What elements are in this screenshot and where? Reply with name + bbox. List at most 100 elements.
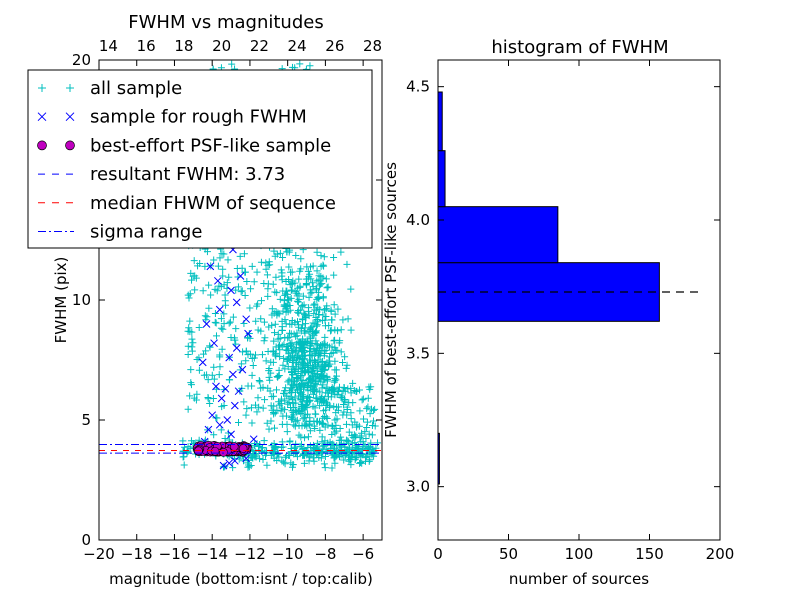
all-sample-point	[297, 410, 305, 418]
all-sample-point	[313, 439, 321, 447]
all-sample-point	[280, 301, 288, 309]
all-sample-point	[340, 408, 348, 416]
all-sample-point	[364, 403, 372, 411]
all-sample-point	[296, 282, 304, 290]
all-sample-point	[315, 276, 323, 284]
all-sample-point	[347, 389, 355, 397]
all-sample-point	[263, 271, 271, 279]
legend-label: all sample	[90, 78, 182, 99]
all-sample-point	[274, 450, 282, 458]
all-sample-point	[273, 386, 281, 394]
legend-plus-marker	[38, 84, 46, 92]
all-sample-point	[322, 413, 330, 421]
all-sample-point	[205, 281, 213, 289]
all-sample-point	[218, 345, 226, 353]
all-sample-point	[282, 320, 290, 328]
all-sample-point	[329, 422, 337, 430]
all-sample-point	[276, 353, 284, 361]
all-sample-point	[287, 459, 295, 467]
all-sample-point	[275, 401, 283, 409]
all-sample-point	[290, 421, 298, 429]
legend-circle-marker	[37, 140, 47, 151]
all-sample-point	[327, 307, 335, 315]
all-sample-point	[335, 387, 343, 395]
all-sample-point	[318, 393, 326, 401]
all-sample-point	[315, 351, 323, 359]
all-sample-point	[293, 297, 301, 305]
all-sample-point	[254, 300, 262, 308]
all-sample-point	[217, 426, 225, 434]
scatter-y-label: FWHM (pix)	[52, 257, 70, 344]
all-sample-point	[301, 434, 309, 442]
all-sample-point	[257, 315, 265, 323]
all-sample-point	[355, 386, 363, 394]
all-sample-point	[371, 405, 379, 413]
all-sample-point	[312, 337, 320, 345]
all-sample-point	[320, 376, 328, 384]
rough-sample-point	[225, 459, 234, 468]
all-sample-point	[297, 255, 305, 263]
legend-label: median FHWM of sequence	[90, 193, 336, 214]
all-sample-point	[237, 360, 245, 368]
all-sample-point	[270, 337, 278, 345]
all-sample-point	[309, 283, 317, 291]
all-sample-point	[305, 356, 313, 364]
all-sample-point	[364, 394, 372, 402]
rough-sample-point	[242, 315, 251, 324]
all-sample-point	[292, 340, 300, 348]
all-sample-point	[268, 321, 276, 329]
all-sample-point	[337, 248, 345, 256]
all-sample-point	[188, 347, 196, 355]
scatter-panel: −20−18−16−14−12−10−8−6 05101520 14161820…	[27, 12, 383, 588]
all-sample-point	[229, 313, 237, 321]
histogram-y-label: FWHM of best-effort PSF-like sources	[382, 162, 400, 438]
all-sample-point	[224, 429, 232, 437]
all-sample-point	[277, 400, 285, 408]
all-sample-point	[330, 378, 338, 386]
psf-sample-point	[238, 444, 248, 453]
all-sample-point	[332, 409, 340, 417]
all-sample-point	[368, 422, 376, 430]
all-sample-point	[288, 380, 296, 388]
psf-sample-point	[219, 448, 228, 457]
all-sample-point	[321, 453, 329, 461]
all-sample-point	[268, 305, 276, 313]
all-sample-point	[266, 261, 274, 269]
rough-sample-point	[217, 394, 226, 403]
all-sample-point	[306, 414, 314, 422]
x-tick-label: 100	[565, 545, 594, 563]
all-sample-point	[237, 288, 245, 296]
all-sample-point	[258, 351, 266, 359]
all-sample-point	[326, 404, 334, 412]
all-sample-point	[309, 262, 317, 270]
all-sample-point	[317, 371, 325, 379]
all-sample-point	[221, 297, 229, 305]
all-sample-point	[330, 454, 338, 462]
all-sample-point	[184, 405, 192, 413]
all-sample-point	[359, 395, 367, 403]
histogram-bar	[437, 206, 559, 264]
all-sample-point	[278, 342, 286, 350]
all-sample-point	[203, 248, 211, 256]
all-sample-point	[216, 363, 224, 371]
all-sample-point	[271, 288, 279, 296]
all-sample-point	[322, 346, 330, 354]
all-sample-point	[297, 325, 305, 333]
all-sample-point	[231, 336, 239, 344]
all-sample-point	[336, 425, 344, 433]
all-sample-point	[235, 419, 243, 427]
all-sample-point	[363, 453, 371, 461]
all-sample-point	[203, 313, 211, 321]
all-sample-point	[285, 263, 293, 271]
all-sample-point	[343, 403, 351, 411]
all-sample-point	[307, 275, 315, 283]
all-sample-point	[277, 443, 285, 451]
all-sample-point	[323, 385, 331, 393]
all-sample-point	[247, 285, 255, 293]
all-sample-point	[276, 295, 284, 303]
all-sample-point	[187, 381, 195, 389]
all-sample-point	[247, 404, 255, 412]
all-sample-point	[187, 437, 195, 445]
all-sample-point	[207, 291, 215, 299]
y-tick-label: 3.5	[406, 344, 430, 362]
